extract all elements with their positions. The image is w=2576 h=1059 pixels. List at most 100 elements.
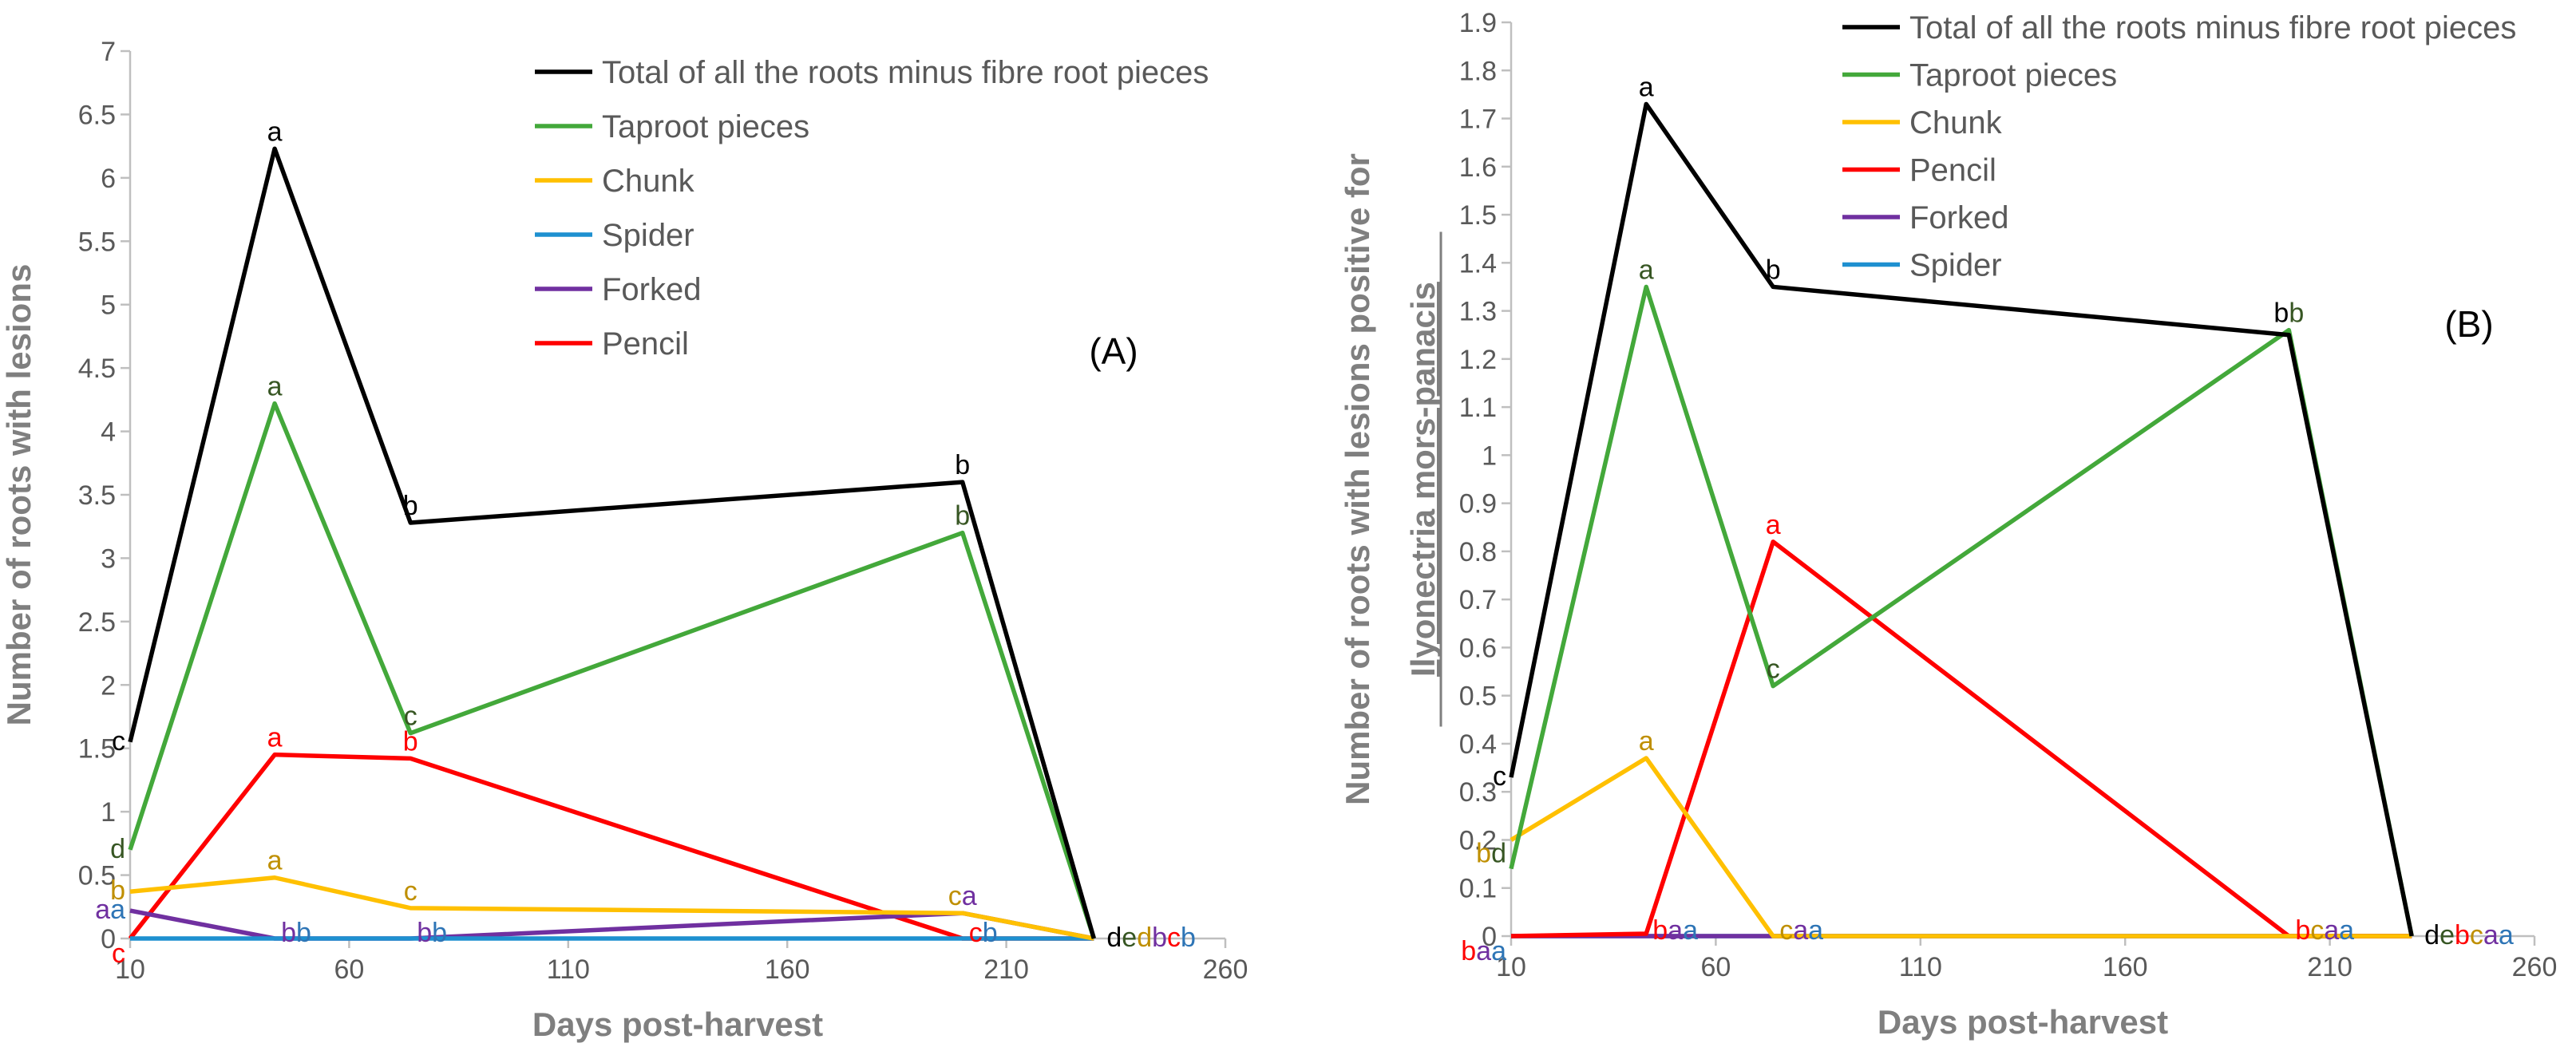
significance-letter: caa [1779,915,1823,946]
significance-letter-part: d [110,834,125,864]
significance-letter-part: e [2439,920,2455,950]
significance-letter: b [955,450,970,480]
series-group [128,146,1097,941]
y-tick-label: 2 [101,670,116,701]
significance-letter-part: b [296,918,311,948]
x-tick-label: 210 [2307,952,2352,982]
legend-label: Chunk [1909,105,2003,140]
significance-letter-part: b [1652,915,1668,946]
significance-letter-part: a [1668,915,1683,946]
y-tick-label: 1 [1482,441,1497,471]
y-tick-label: 1.5 [1459,200,1497,231]
significance-letter: b [403,491,418,521]
significance-letter-part: c [112,938,125,969]
significance-letter: cb [969,918,998,948]
significance-letter-part: c [969,918,983,948]
y-tick-label: 7 [101,37,116,67]
significance-letter: aa [95,895,125,925]
y-tick-label: 1.6 [1459,152,1497,183]
significance-letter-part: a [1766,510,1781,540]
y-tick-label: 5.5 [78,227,116,257]
panel-label: (A) [1089,330,1138,372]
y-tick-label: 0.9 [1459,489,1497,520]
y-tick-label: 1.5 [78,734,116,765]
x-tick-label: 210 [983,954,1029,985]
y-axis-title-line1: Number of roots with lesions positive fo… [1339,153,1376,805]
significance-letter: a [267,117,283,147]
y-axis-title: Number of roots with lesions [0,264,38,726]
significance-letter-part: b [955,450,970,480]
y-tick-label: 3 [101,543,116,574]
y-tick-label: 0.1 [1459,874,1497,904]
x-tick-label: 160 [2103,952,2148,982]
significance-letter-part: c [1779,915,1793,946]
significance-letter: b [1766,255,1781,285]
x-tick-label: 260 [1203,954,1248,985]
y-tick-label: 4.5 [78,354,116,384]
legend-label: Forked [1909,200,2009,235]
significance-letter-part: b [432,918,447,948]
significance-letter: c [1767,654,1780,685]
series-line-taproot-pieces [1509,284,2414,937]
legend-label: Taproot pieces [1909,58,2117,93]
y-tick-label: 1.8 [1459,56,1497,86]
significance-letter-part: a [1639,726,1654,757]
significance-letter-part: b [110,875,125,906]
significance-letter: a [267,723,283,753]
significance-letter-part: a [267,372,283,402]
significance-letter: a [1766,510,1781,540]
legend-label: Pencil [1909,153,1996,188]
significance-letter-part: a [962,881,977,911]
significance-letter: a [267,846,283,876]
y-tick-label: 6 [101,164,116,194]
significance-letter-part: b [955,501,970,531]
y-tick-label: 5 [101,290,116,321]
x-tick-label: 10 [1496,952,1526,982]
panel-label: (B) [2444,303,2493,345]
significance-letter-part: a [2339,915,2354,946]
significance-letter: a [1639,726,1654,757]
significance-letter-part: c [112,726,125,757]
significance-letter: bb [417,918,447,948]
legend-label: Chunk [602,164,695,199]
y-tick-label: 1.9 [1459,8,1497,38]
y-tick-label: 1.3 [1459,297,1497,327]
significance-letter-part: c [2310,915,2324,946]
y-tick-label: 4 [101,417,116,448]
significance-letter-part: a [95,895,110,925]
y-tick-label: 0.5 [78,861,116,891]
legend-label: Spider [1909,248,2002,283]
y-tick-label: 0.6 [1459,633,1497,663]
significance-letter-part: c [2470,920,2483,950]
significance-letter-part: a [1476,936,1491,966]
legend-label: Taproot pieces [602,109,809,144]
significance-letter-part: c [404,876,417,907]
significance-letter-part: c [1493,761,1506,792]
significance-letter-part: c [1767,654,1780,685]
y-tick-label: 3.5 [78,480,116,511]
series-line-total-of-all-the-roots-minus-fibre-root-pieces [128,146,1097,939]
y-tick-label: 1.4 [1459,248,1497,279]
significance-letter: bcaa [2295,915,2354,946]
significance-letter: baa [1652,915,1698,946]
significance-letter: a [1639,255,1654,285]
significance-letter-part: b [281,918,296,948]
significance-letter-part: c [948,881,962,911]
significance-letter-part: d [2424,920,2439,950]
significance-letter-part: a [110,895,125,925]
x-tick-label: 260 [2512,952,2558,982]
significance-letter-part: b [403,491,418,521]
significance-letter-part: a [2483,920,2499,950]
significance-letter-part: a [267,117,283,147]
legend-label: Spider [602,218,694,253]
significance-letter-part: a [1491,936,1506,966]
y-tick-label: 0.5 [1459,682,1497,712]
y-tick-label: 1.7 [1459,105,1497,135]
y-axis-title-line2: Ilyonectria mors-panacis [1404,282,1442,677]
y-tick-label: 6.5 [78,100,116,130]
series-line-chunk [129,875,1094,941]
series-line-total-of-all-the-roots-minus-fibre-root-pieces [1509,101,2414,937]
significance-letter-part: b [1461,936,1476,966]
y-tick-label: 0.4 [1459,729,1497,760]
significance-letter-part: a [2324,915,2339,946]
